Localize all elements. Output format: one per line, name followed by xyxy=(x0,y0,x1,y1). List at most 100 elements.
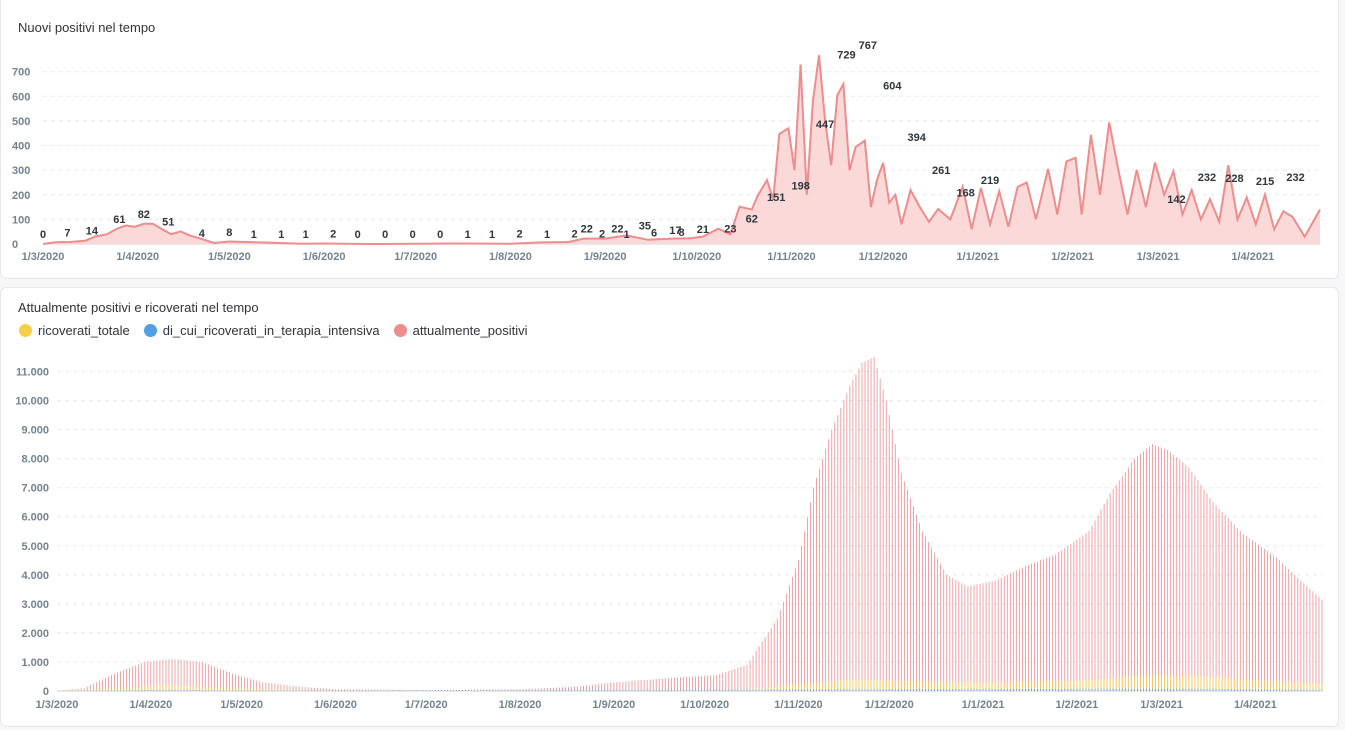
x-tick-label: 1/11/2020 xyxy=(767,251,815,263)
data-label: 4 xyxy=(199,228,206,240)
nuovi-positivi-chart: 0 100 200 300 400 500 6 0 0 7 0 0 1/3/2020 1/4/2020 1/… xyxy=(12,40,1321,263)
data-label: 0 xyxy=(410,229,416,241)
x-tick-label: 1/9/2020 xyxy=(584,251,627,263)
data-label: 2 xyxy=(517,229,523,241)
data-label: 215 xyxy=(1256,176,1274,188)
chart-title: Nuovi positivi nel tempo xyxy=(18,20,156,35)
data-label: 0 xyxy=(40,229,46,241)
data-label: 0 xyxy=(437,229,443,241)
x-tick-label: 1/12/2020 xyxy=(859,251,908,263)
data-label: 767 xyxy=(859,40,877,52)
y-tick-label: 6.000 xyxy=(21,512,49,524)
y-tick-label: 1.000 xyxy=(21,657,49,669)
y-tick-label: 300 xyxy=(12,165,30,177)
legend: ricoverati_totale di_cui_ricoverati_in_t… xyxy=(19,323,542,338)
data-label: 35 xyxy=(639,220,651,232)
data-label: 7 xyxy=(64,227,70,239)
data-label: 232 xyxy=(1286,172,1304,184)
x-tick-label: 1/10/2020 xyxy=(680,699,729,711)
legend-item-ricoverati[interactable]: ricoverati_totale xyxy=(19,323,130,338)
y-tick-label: 0 xyxy=(12,239,18,251)
x-tick-label: 1/9/2020 xyxy=(592,699,635,711)
data-label: 1 xyxy=(465,229,471,241)
data-label: 17 xyxy=(669,225,681,237)
data-label: 0 xyxy=(355,229,361,241)
data-label: 51 xyxy=(162,216,174,228)
x-tick-label: 1/4/2021 xyxy=(1234,699,1277,711)
x-tick-label: 1/4/2020 xyxy=(129,699,172,711)
x-tick-label: 1/5/2020 xyxy=(208,251,251,263)
data-label: 22 xyxy=(611,224,623,236)
x-tick-label: 1/1/2021 xyxy=(956,251,999,263)
data-label: 62 xyxy=(746,214,758,226)
data-label: 8 xyxy=(226,227,232,239)
x-tick-label: 1/10/2020 xyxy=(672,251,721,263)
legend-label: di_cui_ricoverati_in_terapia_intensiva xyxy=(162,323,380,338)
x-tick-label: 1/7/2020 xyxy=(394,251,437,263)
data-label: 23 xyxy=(724,223,736,235)
x-tick-label: 1/3/2020 xyxy=(36,699,79,711)
legend-dot-icon xyxy=(393,324,407,337)
data-label: 82 xyxy=(138,209,150,221)
data-label: 21 xyxy=(697,224,709,236)
legend-label: ricoverati_totale xyxy=(38,323,130,338)
y-tick-label: 500 xyxy=(12,116,30,128)
x-tick-label: 1/4/2020 xyxy=(116,251,159,263)
x-tick-label: 1/2/2021 xyxy=(1055,699,1098,711)
y-tick-label: 400 xyxy=(12,141,30,153)
data-label: 0 xyxy=(382,229,388,241)
data-label: 1 xyxy=(303,229,309,241)
data-label: 6 xyxy=(651,228,657,240)
y-tick-label: 8.000 xyxy=(21,454,49,466)
data-label: 219 xyxy=(981,175,999,187)
x-tick-label: 1/8/2020 xyxy=(499,699,542,711)
series-line xyxy=(42,55,1321,246)
y-tick-label: 100 xyxy=(12,214,30,226)
data-label: 22 xyxy=(581,224,593,236)
x-tick-label: 1/7/2020 xyxy=(405,699,448,711)
x-tick-label: 1/4/2021 xyxy=(1231,251,1274,263)
x-tick-label: 1/6/2020 xyxy=(314,699,357,711)
data-label: 61 xyxy=(113,214,125,226)
data-label: 604 xyxy=(883,80,902,92)
data-label: 729 xyxy=(837,50,855,62)
data-label: 447 xyxy=(816,119,834,131)
data-label: 8 xyxy=(678,227,684,239)
data-label: 142 xyxy=(1167,194,1185,206)
legend-label: attualmente_positivi xyxy=(412,323,528,338)
nuovi-positivi-card: Nuovi positivi nel tempo xyxy=(0,0,1339,279)
data-label: 394 xyxy=(908,132,927,144)
x-tick-label: 1/5/2020 xyxy=(220,699,263,711)
y-tick-label: 4.000 xyxy=(21,570,49,582)
x-tick-label: 1/6/2020 xyxy=(303,251,346,263)
y-tick-label: 9.000 xyxy=(21,425,49,437)
data-label: 1 xyxy=(544,229,550,241)
x-tick-label: 1/3/2021 xyxy=(1137,251,1180,263)
x-tick-label: 1/3/2020 xyxy=(22,251,65,263)
x-tick-label: 1/2/2021 xyxy=(1051,251,1094,263)
y-tick-label: 200 xyxy=(12,190,30,202)
legend-item-terapia-intensiva[interactable]: di_cui_ricoverati_in_terapia_intensiva xyxy=(143,323,380,338)
legend-item-attualmente-positivi[interactable]: attualmente_positivi xyxy=(393,323,528,338)
y-tick-label: 11.000 xyxy=(16,367,49,379)
x-tick-label: 1/11/2020 xyxy=(774,699,822,711)
area-fill xyxy=(43,55,1320,245)
data-label: 1 xyxy=(251,229,257,241)
y-tick-label: 3.000 xyxy=(21,599,49,611)
y-tick-label: 7.000 xyxy=(21,483,49,495)
x-tick-label: 1/1/2021 xyxy=(962,699,1005,711)
data-label: 1 xyxy=(489,229,495,241)
legend-dot-icon xyxy=(143,324,157,337)
x-tick-label: 1/12/2020 xyxy=(865,699,914,711)
legend-dot-icon xyxy=(19,324,32,337)
y-tick-label: 0 xyxy=(43,686,49,698)
data-label: 2 xyxy=(572,229,578,241)
data-label: 1 xyxy=(623,229,629,241)
x-tick-label: 1/3/2021 xyxy=(1140,699,1183,711)
data-label: 198 xyxy=(791,180,809,192)
data-label: 2 xyxy=(330,229,336,241)
data-label: 151 xyxy=(767,192,785,204)
x-tick-label: 1/8/2020 xyxy=(489,251,532,263)
y-tick-label: 10.000 xyxy=(15,396,49,408)
